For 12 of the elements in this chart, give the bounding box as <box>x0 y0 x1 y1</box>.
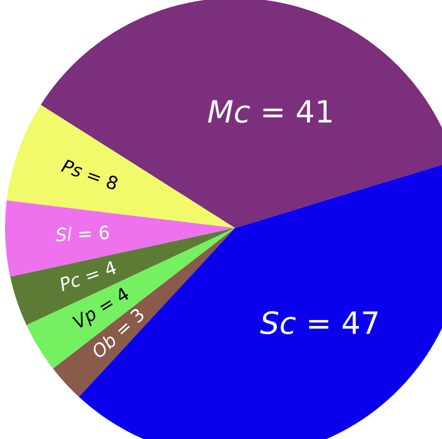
slice-label: Ob <box>90 332 118 360</box>
slice-label: Sc <box>260 311 296 334</box>
slice-label: Sl <box>55 226 72 242</box>
data-label: = 8 <box>86 168 119 190</box>
slice-label: Vp <box>72 306 100 332</box>
data-label: = 4 <box>84 260 117 282</box>
slice-label: Pc <box>58 272 82 292</box>
data-label: = 41 <box>263 100 332 122</box>
data-label: = 47 <box>309 312 378 334</box>
slice-label: Ps <box>60 158 84 178</box>
data-label: = 6 <box>79 225 110 240</box>
slice-label: Mc <box>208 100 250 123</box>
